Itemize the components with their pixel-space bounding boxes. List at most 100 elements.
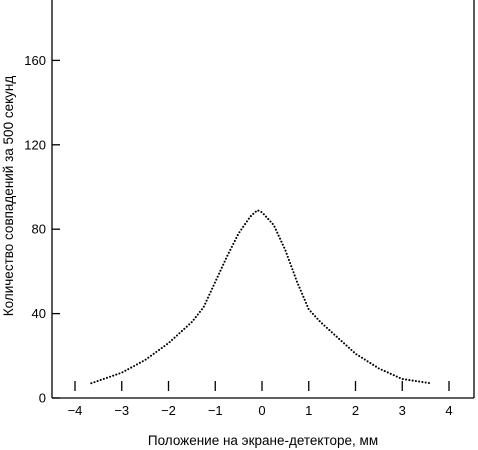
- data-point: [218, 272, 221, 275]
- x-axis-ticks: −4 −3 −2 −1 0 1 2 3 4: [68, 381, 453, 418]
- y-tick-label: 120: [24, 137, 46, 152]
- data-point: [285, 252, 288, 255]
- data-point: [244, 223, 247, 226]
- data-point: [286, 255, 289, 258]
- x-tick-label: 3: [399, 403, 406, 418]
- data-point: [291, 268, 294, 271]
- data-point: [289, 262, 292, 265]
- y-axis-title: Количество совпадений за 500 секунд: [1, 76, 16, 317]
- data-point: [314, 315, 317, 318]
- data-point: [360, 356, 364, 359]
- data-point: [208, 293, 211, 296]
- y-tick-label: 0: [39, 391, 46, 406]
- data-point: [369, 362, 372, 365]
- data-point: [318, 320, 321, 323]
- data-point: [209, 290, 212, 293]
- x-tick-label: −2: [161, 403, 176, 418]
- x-tick-label: 0: [258, 403, 265, 418]
- data-point: [222, 263, 225, 266]
- data-point: [325, 326, 328, 329]
- data-point: [283, 246, 286, 249]
- data-point: [238, 231, 241, 234]
- data-point: [112, 374, 115, 377]
- data-point: [227, 251, 230, 254]
- plot-frame: [51, 0, 475, 399]
- data-point: [358, 354, 361, 358]
- data-point: [171, 338, 174, 341]
- data-point: [229, 248, 232, 251]
- x-tick-label: −4: [68, 403, 83, 418]
- data-point: [271, 222, 274, 225]
- data-point: [213, 281, 216, 284]
- data-point: [303, 298, 306, 301]
- data-point: [281, 243, 284, 246]
- data-point: [408, 379, 411, 382]
- data-point: [183, 327, 186, 330]
- x-tick-label: −3: [114, 403, 129, 418]
- data-point: [236, 234, 239, 237]
- data-point: [273, 225, 276, 228]
- data-point: [386, 371, 389, 374]
- data-point: [262, 213, 265, 216]
- y-tick-label: 160: [24, 53, 46, 68]
- data-point: [352, 351, 355, 354]
- data-point: [328, 329, 331, 332]
- data-point: [99, 378, 102, 382]
- data-point: [93, 381, 96, 384]
- data-point: [276, 231, 279, 234]
- data-point: [350, 348, 353, 352]
- data-point: [424, 381, 427, 384]
- data-point: [160, 347, 163, 350]
- data-point: [105, 376, 108, 379]
- data-point: [232, 242, 235, 245]
- data-point: [133, 364, 136, 368]
- data-point: [398, 376, 401, 379]
- data-point: [298, 286, 301, 289]
- data-point: [366, 360, 369, 363]
- data-point: [175, 334, 179, 337]
- data-point: [147, 356, 150, 359]
- data-point: [206, 296, 210, 299]
- data-point: [306, 304, 309, 307]
- data-point: [215, 278, 218, 281]
- data-point: [355, 353, 358, 356]
- data-point: [374, 365, 378, 368]
- data-point: [293, 274, 296, 277]
- data-point: [141, 360, 144, 363]
- data-point: [190, 321, 193, 324]
- data-point: [287, 258, 291, 262]
- data-point: [278, 237, 282, 240]
- data-point: [269, 220, 272, 223]
- data-point: [414, 380, 417, 383]
- data-point: [389, 372, 392, 375]
- data-point: [277, 234, 280, 237]
- data-point: [178, 332, 181, 335]
- data-point: [330, 331, 333, 334]
- data-point: [220, 266, 223, 269]
- data-point: [124, 369, 127, 372]
- data-point: [173, 336, 176, 339]
- data-series: [90, 209, 430, 385]
- data-point: [267, 218, 270, 221]
- data-point: [294, 277, 297, 280]
- data-point: [235, 236, 238, 240]
- data-point: [205, 299, 208, 302]
- data-point: [242, 225, 245, 228]
- data-point: [311, 312, 314, 315]
- data-point: [333, 333, 336, 336]
- data-point: [196, 313, 199, 316]
- data-point: [211, 287, 214, 290]
- data-point: [411, 379, 414, 382]
- data-point: [338, 337, 341, 340]
- data-point: [335, 335, 338, 338]
- data-point: [260, 210, 263, 214]
- data-point: [295, 280, 299, 283]
- data-point: [109, 375, 112, 378]
- data-point: [90, 382, 93, 385]
- data-point: [343, 342, 346, 345]
- data-point: [316, 317, 319, 320]
- x-tick-label: 1: [305, 403, 312, 418]
- data-point: [121, 371, 124, 374]
- data-point: [226, 254, 229, 257]
- data-point: [299, 289, 302, 292]
